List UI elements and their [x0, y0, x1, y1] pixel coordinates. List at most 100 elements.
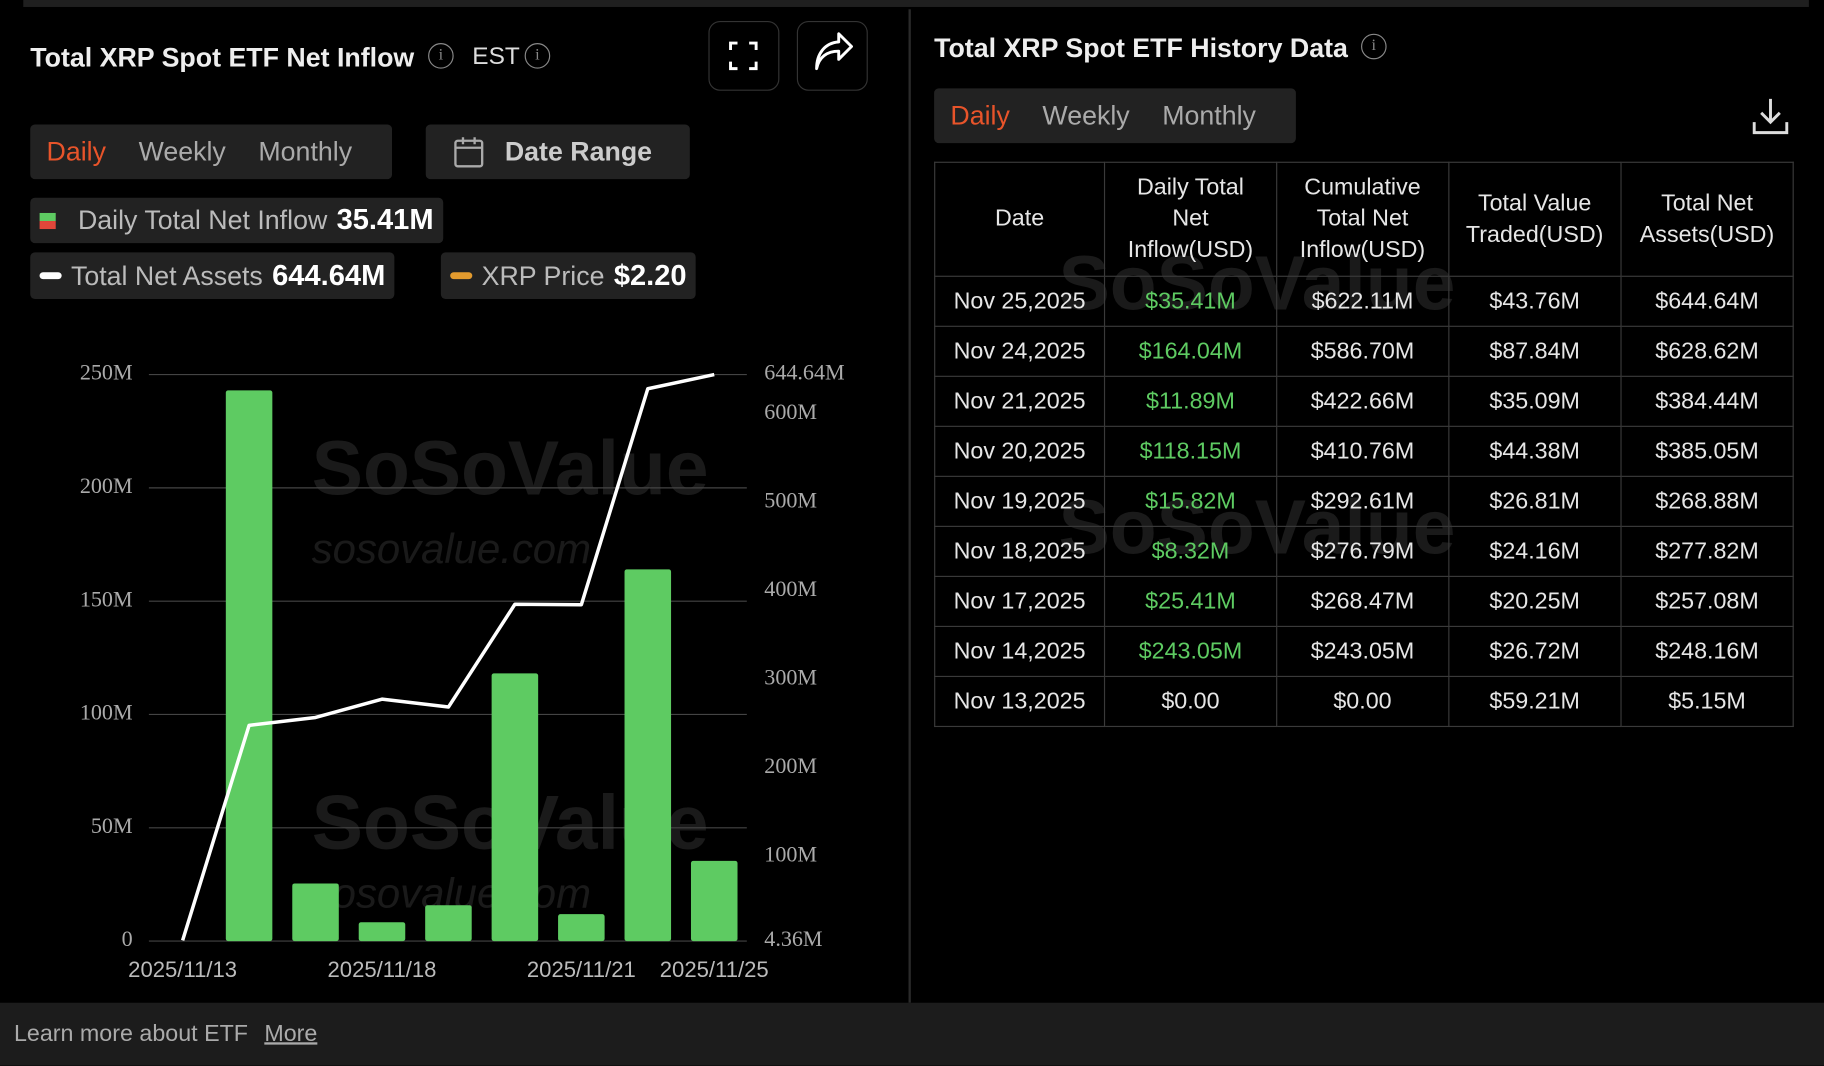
table-cell: Nov 13,2025 — [934, 675, 1106, 728]
table-cell: Nov 17,2025 — [934, 575, 1106, 628]
legend-value: 644.64M — [272, 258, 386, 292]
table-cell: $385.05M — [1620, 425, 1794, 477]
header-line: Inflow(USD) — [1299, 237, 1426, 263]
table-cell: $87.84M — [1447, 325, 1622, 377]
legend-swatch — [39, 212, 56, 229]
info-icon[interactable]: i — [1361, 33, 1387, 60]
header-line: Net — [1172, 205, 1209, 232]
column-header: Total Net Assets(USD) — [1620, 161, 1794, 277]
table-cell: $0.00 — [1103, 675, 1278, 728]
y2-tick-label: 500M — [764, 488, 817, 513]
header-line: Traded(USD) — [1465, 221, 1604, 248]
legend-item[interactable]: XRP Price $2.20 — [440, 252, 696, 299]
tab[interactable]: Weekly — [138, 136, 226, 167]
watermark: sosovalue.com — [312, 525, 591, 572]
column-header: Daily Total Net Inflow(USD) — [1103, 161, 1278, 277]
table-cell: $268.88M — [1620, 475, 1794, 527]
y2-tick-label: 4.36M — [764, 926, 822, 951]
table-row: Nov 24,2025 $164.04M $586.70M $87.84M $628.6… — [934, 325, 1794, 377]
table-row: Nov 19,2025 $15.82M $292.61M $26.81M $268.88… — [934, 475, 1794, 527]
table-cell: $422.66M — [1275, 375, 1450, 427]
table-cell: $44.38M — [1447, 425, 1622, 477]
legend-value: 35.41M — [336, 203, 434, 237]
table-cell: Nov 24,2025 — [934, 325, 1106, 377]
tab[interactable]: Monthly — [258, 136, 353, 167]
header-line: Total Value — [1477, 190, 1592, 216]
header-line: Total Net — [1661, 190, 1753, 216]
bar — [491, 673, 539, 942]
fullscreen-button[interactable] — [708, 20, 780, 91]
bar — [558, 914, 605, 942]
header-line: Daily Total — [1137, 174, 1244, 201]
y2-tick-label: 100M — [764, 842, 817, 867]
period-tabs: Daily Weekly Monthly — [934, 88, 1296, 144]
table-cell: $410.76M — [1275, 425, 1450, 477]
bar — [690, 860, 738, 942]
header-line: Assets(USD) — [1639, 221, 1775, 248]
table-cell: $384.44M — [1620, 375, 1794, 427]
bar — [358, 922, 406, 942]
legend-swatch — [450, 272, 473, 280]
divider — [908, 9, 911, 1003]
tab[interactable]: Daily — [46, 136, 107, 167]
y-tick-label: 200M — [80, 473, 133, 498]
x-tick-label: 2025/11/21 — [527, 957, 636, 982]
x-tick-label: 2025/11/13 — [128, 957, 237, 982]
column-header: Cumulative Total Net Inflow(USD) — [1275, 161, 1450, 277]
chart: SoSoValue sosovalue.com SoSoValue sosova… — [80, 360, 845, 983]
tab[interactable]: Weekly — [1042, 100, 1130, 131]
table-cell: $20.25M — [1447, 575, 1622, 628]
legend-swatch — [39, 272, 62, 280]
period-tabs: Daily Weekly Monthly — [30, 124, 393, 180]
legend-item[interactable]: Total Net Assets 644.64M — [30, 252, 395, 299]
footer: Learn more about ETF More — [0, 1002, 1824, 1066]
watermark: SoSoValue — [312, 426, 709, 511]
date-range-button[interactable]: Date Range — [425, 124, 690, 180]
fullscreen-icon — [729, 41, 758, 71]
table-cell: $292.61M — [1275, 475, 1450, 527]
legend-value: $2.20 — [613, 258, 687, 292]
table-cell: $628.62M — [1620, 325, 1794, 377]
header-line: Date — [994, 205, 1045, 232]
table-cell: $25.41M — [1103, 575, 1278, 628]
table-cell: $268.47M — [1275, 575, 1450, 628]
y-tick-label: 100M — [80, 700, 133, 725]
table-cell: $43.76M — [1447, 275, 1622, 327]
table-cell: $622.11M — [1275, 275, 1450, 327]
history-table: Date Daily Total Net Inflow(USD) Cumulative T… — [934, 161, 1794, 728]
tab[interactable]: Daily — [950, 100, 1010, 131]
tab[interactable]: Monthly — [1162, 100, 1256, 131]
table-cell: $118.15M — [1103, 425, 1278, 477]
table-row: Nov 20,2025 $118.15M $410.76M $44.38M $385.0… — [934, 425, 1794, 477]
x-tick-label: 2025/11/25 — [660, 957, 769, 982]
legend-item[interactable]: Daily Total Net Inflow 35.41M — [30, 197, 443, 244]
legend-label: Daily Total Net Inflow — [77, 204, 328, 235]
table-cell: Nov 14,2025 — [934, 625, 1106, 678]
table-cell: $586.70M — [1275, 325, 1450, 377]
info-icon[interactable]: i — [524, 43, 551, 69]
info-icon[interactable]: i — [428, 43, 454, 69]
y2-tick-label: 200M — [764, 753, 817, 778]
header-line: Cumulative — [1304, 174, 1421, 201]
timezone[interactable]: EST — [472, 43, 520, 70]
bar — [624, 569, 672, 942]
header-line: Total Net — [1316, 205, 1409, 232]
table-cell: $257.08M — [1620, 575, 1794, 628]
share-button[interactable] — [796, 20, 868, 91]
column-header: Date — [934, 161, 1106, 277]
table-cell: $0.00 — [1275, 675, 1450, 728]
download-button[interactable] — [1751, 97, 1791, 137]
table-cell: $59.21M — [1447, 675, 1622, 728]
footer-link[interactable]: More — [264, 1020, 318, 1047]
column-header: Total Value Traded(USD) — [1447, 161, 1622, 277]
table-cell: Nov 20,2025 — [934, 425, 1106, 477]
y2-tick-label: 644.64M — [764, 360, 844, 385]
table-cell: Nov 25,2025 — [934, 275, 1106, 327]
date-range-label: Date Range — [504, 136, 653, 167]
table-cell: $243.05M — [1103, 625, 1278, 678]
table-row: Nov 17,2025 $25.41M $268.47M $20.25M $257.08… — [934, 575, 1794, 628]
y-tick-label: 50M — [91, 813, 133, 838]
line — [180, 372, 715, 941]
table-cell: $26.81M — [1447, 475, 1622, 527]
